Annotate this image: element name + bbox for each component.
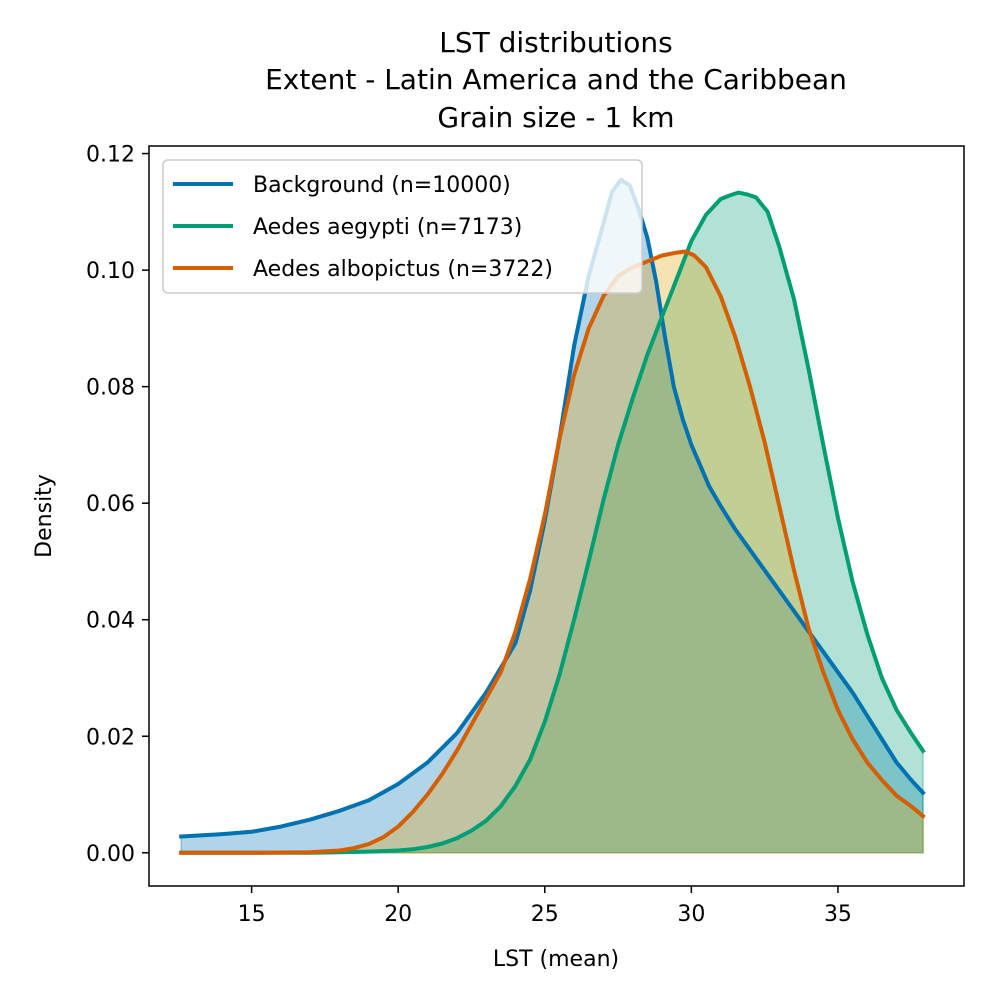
x-axis-ticks: 15 20 25 30 35: [238, 886, 852, 927]
y-tick-label: 0.00: [86, 842, 135, 867]
y-tick-label: 0.02: [86, 725, 135, 750]
legend-items: Background (n=10000) Aedes aegypti (n=717…: [173, 173, 553, 282]
chart-title-line-1: LST distributions: [439, 26, 673, 59]
legend-label-aedes-albopictus: Aedes albopictus (n=3722): [253, 257, 553, 282]
y-axis-label: Density: [32, 474, 57, 558]
x-tick-label: 20: [384, 902, 412, 927]
background-line: [179, 177, 926, 839]
y-tick-label: 0.06: [86, 492, 135, 517]
x-axis-label: LST (mean): [493, 947, 619, 972]
y-tick-label: 0.12: [86, 143, 135, 168]
x-tick-label: 35: [824, 902, 852, 927]
chart-title-line-3: Grain size - 1 km: [437, 101, 674, 134]
plot-frame: [148, 145, 965, 887]
legend-box: [162, 159, 643, 294]
aedes-aegypti-line: [179, 190, 926, 855]
x-tick-label: 30: [677, 902, 705, 927]
x-tick-label: 25: [531, 902, 559, 927]
x-tick-label: 15: [238, 902, 266, 927]
legend-label-background: Background (n=10000): [253, 173, 511, 198]
chart-title-line-2: Extent - Latin America and the Caribbean: [265, 63, 847, 96]
legend-label-aedes-aegypti: Aedes aegypti (n=7173): [253, 215, 522, 240]
chart-title: LST distributions Extent - Latin America…: [265, 26, 847, 134]
y-tick-label: 0.08: [86, 376, 135, 401]
legend: Background (n=10000) Aedes aegypti (n=717…: [162, 159, 643, 294]
y-tick-label: 0.10: [86, 259, 135, 284]
y-axis-ticks: 0.00 0.02 0.04 0.06 0.08 0.10 0.12: [86, 143, 149, 867]
y-tick-label: 0.04: [86, 609, 135, 634]
